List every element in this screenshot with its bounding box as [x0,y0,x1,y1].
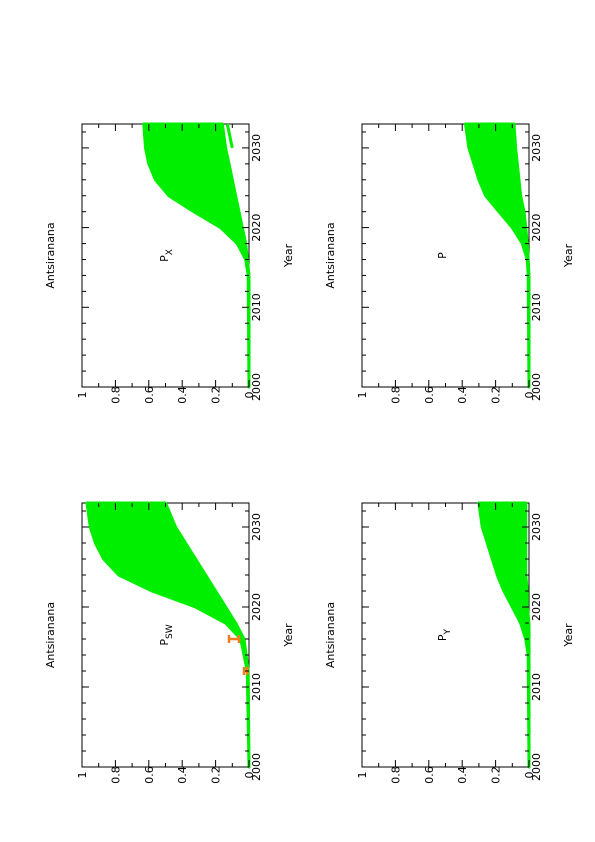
x-tick-label: 2020 [250,593,263,621]
x-axis-title: Year [282,243,295,268]
y-axis-title-main: P [436,634,449,641]
y-tick-label: 0.6 [143,766,156,784]
y-tick-label: 1 [76,392,89,399]
x-tick-label: 2000 [530,753,543,781]
x-tick-label: 2020 [250,214,263,242]
panel-title: Antsiranana [324,602,337,668]
y-tick-label: 0 [243,392,256,399]
y-tick-label: 0.6 [423,386,436,404]
y-axis-title-main: P [158,255,171,262]
simulation-envelope [477,501,531,769]
simulation-envelope [142,122,251,389]
y-tick-label: 0.6 [143,386,156,404]
x-tick-label: 2010 [530,293,543,321]
x-tick-label: 2000 [530,373,543,401]
x-tick-label: 2020 [530,214,543,242]
x-tick-label: 2020 [530,593,543,621]
y-axis-title: PY [436,628,453,641]
x-axis-title: Year [282,623,295,648]
y-axis-title-subscript: X [165,249,175,255]
panel-bottom-left: 2000 2010 2020 2030 0 0.2 0.4 0.6 0.8 1 Antsiranan… [324,501,575,784]
x-tick-label: 2030 [530,134,543,162]
y-axis-title-main: P [436,252,449,259]
y-tick-label: 1 [356,392,369,399]
y-tick-label: 0.4 [456,386,469,404]
simulation-envelope [464,122,531,389]
y-tick-label: 0 [523,772,536,779]
x-tick-label: 2030 [250,513,263,541]
y-tick-label: 0.8 [109,766,122,784]
panel-title: Antsiranana [44,222,57,288]
x-axis-title: Year [562,623,575,648]
y-axis-title: PX [158,249,175,262]
x-tick-label: 2000 [250,753,263,781]
observed-errorbar [227,635,241,643]
x-tick-label: 2010 [250,673,263,701]
x-axis-title: Year [562,243,575,268]
simulation-envelope [85,501,251,769]
x-tick-label: 2010 [530,673,543,701]
x-tick-label: 2030 [530,513,543,541]
x-tick-label: 2010 [250,293,263,321]
y-tick-label: 0.2 [490,386,503,404]
y-axis-title: P [436,252,449,259]
y-tick-label: 0.8 [389,766,402,784]
y-tick-label: 0.8 [389,386,402,404]
y-tick-label: 1 [356,772,369,779]
simulation-outlier-trace [225,123,234,149]
x-tick-label: 2000 [250,373,263,401]
y-tick-label: 0.4 [176,386,189,404]
panel-top-left: 2000 2010 2020 2030 0 0.2 0.4 0.6 0.8 1 Antsiranan… [44,501,295,784]
y-tick-label: 0.2 [210,766,223,784]
y-axis-title-subscript: Y [443,628,453,635]
y-axis-title-subscript: SW [165,624,175,639]
y-tick-label: 1 [76,772,89,779]
y-tick-label: 0 [523,392,536,399]
panel-bottom-right: 2000 2010 2020 2030 0 0.2 0.4 0.6 0.8 1 Antsiranan… [324,122,575,404]
panel-title: Antsiranana [324,222,337,288]
y-axis-title: PSW [158,624,175,645]
y-tick-label: 0.6 [423,766,436,784]
y-tick-label: 0.4 [176,766,189,784]
panel-title: Antsiranana [44,602,57,668]
panel-top-right: 2000 2010 2020 2030 0 0.2 0.4 0.6 0.8 1 Antsiranan… [44,122,295,404]
y-tick-label: 0.4 [456,766,469,784]
x-tick-label: 2030 [250,134,263,162]
y-axis-title-main: P [158,639,171,646]
y-tick-label: 0.2 [210,386,223,404]
y-tick-label: 0.8 [109,386,122,404]
y-tick-label: 0.2 [490,766,503,784]
y-tick-label: 0 [243,772,256,779]
